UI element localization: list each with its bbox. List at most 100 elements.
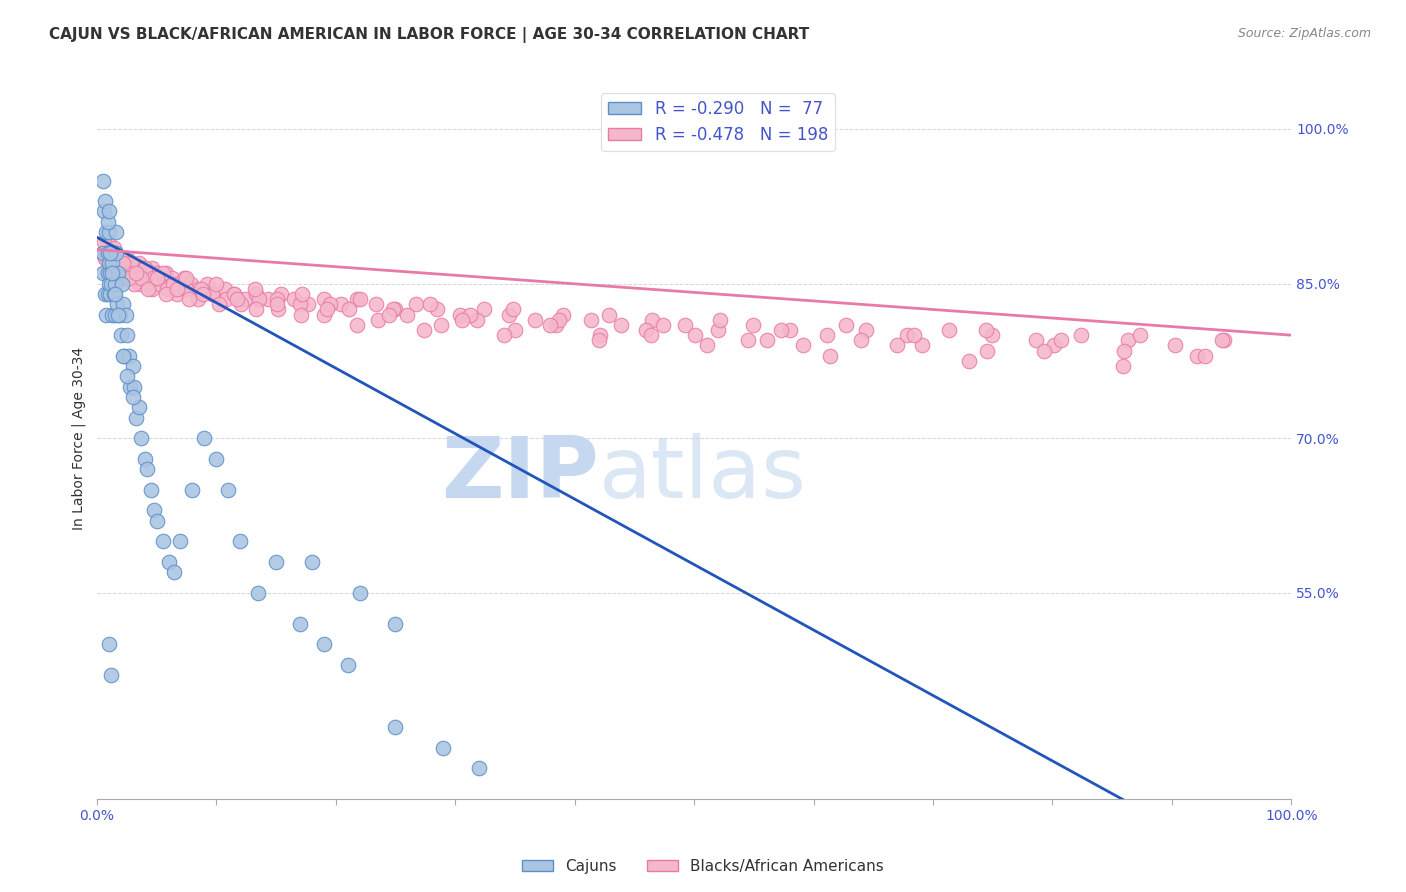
Point: [104, 245, 127, 260]
Point: [1213, 334, 1236, 348]
Point: [97, 256, 120, 270]
Point: [101, 308, 124, 322]
Point: [107, 261, 129, 276]
Point: [551, 308, 574, 322]
Point: [111, 277, 134, 291]
Point: [349, 292, 371, 306]
Point: [245, 287, 267, 301]
Point: [118, 271, 141, 285]
Point: [316, 302, 339, 317]
Point: [413, 323, 436, 337]
Point: [134, 451, 156, 466]
Point: [91, 173, 114, 187]
Point: [96, 241, 118, 255]
Point: [91, 245, 114, 260]
Point: [458, 308, 481, 322]
Point: [152, 534, 174, 549]
Point: [181, 483, 204, 497]
Point: [122, 277, 145, 291]
Point: [288, 616, 311, 631]
Point: [100, 668, 122, 682]
Point: [105, 256, 128, 270]
Point: [974, 323, 997, 337]
Point: [229, 534, 252, 549]
Point: [127, 266, 149, 280]
Point: [465, 312, 488, 326]
Point: [384, 720, 406, 734]
Point: [640, 328, 662, 343]
Point: [135, 271, 157, 285]
Point: [100, 256, 122, 270]
Point: [346, 318, 368, 332]
Point: [696, 338, 718, 352]
Point: [337, 302, 360, 317]
Point: [233, 292, 256, 306]
Point: [1116, 334, 1139, 348]
Point: [98, 251, 121, 265]
Point: [187, 282, 209, 296]
Point: [128, 256, 150, 270]
Legend: Cajuns, Blacks/African Americans: Cajuns, Blacks/African Americans: [516, 853, 890, 880]
Point: [160, 271, 183, 285]
Point: [145, 514, 167, 528]
Point: [980, 328, 1002, 343]
Point: [886, 338, 908, 352]
Point: [538, 318, 561, 332]
Point: [503, 323, 526, 337]
Point: [177, 292, 200, 306]
Point: [589, 328, 612, 343]
Point: [125, 261, 148, 276]
Point: [97, 225, 120, 239]
Point: [245, 302, 267, 317]
Point: [200, 287, 222, 301]
Point: [770, 323, 793, 337]
Point: [166, 282, 188, 296]
Point: [100, 245, 122, 260]
Point: [610, 318, 633, 332]
Point: [426, 302, 449, 317]
Point: [97, 235, 120, 250]
Point: [104, 266, 127, 280]
Point: [502, 302, 524, 317]
Point: [96, 245, 118, 260]
Point: [98, 256, 121, 270]
Point: [1194, 349, 1216, 363]
Point: [312, 637, 335, 651]
Point: [1114, 343, 1136, 358]
Point: [792, 338, 814, 352]
Point: [247, 292, 270, 306]
Point: [685, 328, 707, 343]
Point: [104, 287, 127, 301]
Point: [468, 761, 491, 775]
Point: [136, 282, 159, 296]
Point: [148, 277, 170, 291]
Point: [173, 271, 195, 285]
Point: [120, 380, 142, 394]
Point: [498, 308, 520, 322]
Point: [101, 266, 124, 280]
Point: [217, 483, 239, 497]
Point: [103, 241, 125, 255]
Point: [855, 323, 877, 337]
Point: [779, 323, 801, 337]
Point: [105, 266, 128, 280]
Point: [709, 312, 731, 326]
Point: [117, 266, 139, 280]
Point: [896, 328, 918, 343]
Point: [104, 256, 127, 270]
Point: [111, 251, 134, 265]
Point: [108, 261, 131, 276]
Point: [1112, 359, 1135, 373]
Point: [472, 302, 495, 317]
Point: [112, 349, 135, 363]
Point: [97, 277, 120, 291]
Point: [312, 308, 335, 322]
Point: [93, 204, 115, 219]
Text: atlas: atlas: [599, 433, 807, 516]
Point: [103, 287, 125, 301]
Point: [125, 410, 148, 425]
Point: [319, 297, 342, 311]
Point: [548, 312, 571, 326]
Point: [169, 534, 191, 549]
Point: [270, 287, 292, 301]
